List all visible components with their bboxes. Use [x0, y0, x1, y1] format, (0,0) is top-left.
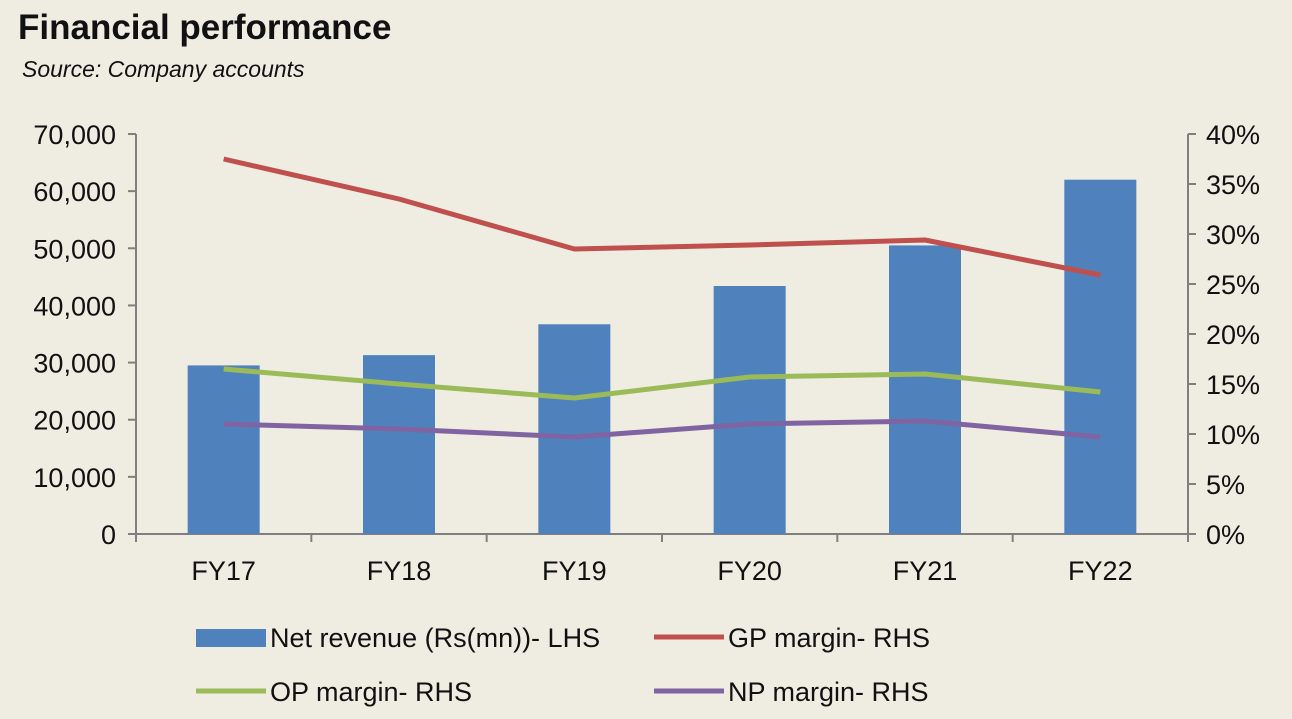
- right-axis-tick-label: 0%: [1206, 520, 1245, 550]
- left-axis-tick-label: 60,000: [33, 177, 116, 207]
- x-axis-tick-label: FY20: [717, 556, 782, 586]
- chart-subtitle: Source: Company accounts: [22, 56, 305, 82]
- chart-title: Financial performance: [18, 8, 392, 47]
- x-axis-tick-label: FY18: [367, 556, 432, 586]
- bar-net-revenue: [889, 245, 961, 534]
- bar-net-revenue: [538, 324, 611, 534]
- left-axis-tick-label: 50,000: [33, 234, 116, 264]
- x-axis-tick-label: FY19: [542, 556, 607, 586]
- bar-net-revenue: [713, 286, 786, 534]
- legend-swatch-bar: [196, 629, 266, 647]
- x-axis-tick-label: FY21: [893, 556, 958, 586]
- left-axis-tick-label: 40,000: [33, 291, 116, 321]
- legend-label: NP margin- RHS: [728, 677, 929, 707]
- legend-label: Net revenue (Rs(mn))- LHS: [270, 623, 600, 653]
- bar-net-revenue: [1064, 179, 1137, 534]
- right-axis-tick-label: 15%: [1206, 370, 1260, 400]
- left-axis-tick-label: 70,000: [33, 120, 116, 150]
- x-axis-tick-label: FY17: [191, 556, 256, 586]
- left-axis-tick-label: 20,000: [33, 406, 116, 436]
- right-axis-tick-label: 20%: [1206, 320, 1260, 350]
- left-axis-tick-label: 10,000: [33, 463, 116, 493]
- x-axis-tick-label: FY22: [1068, 556, 1133, 586]
- line-gp-margin-rhs: [223, 156, 1101, 278]
- right-axis-tick-label: 25%: [1206, 270, 1260, 300]
- left-axis-tick-label: 30,000: [33, 349, 116, 379]
- bar-net-revenue: [187, 365, 260, 534]
- legend-label: GP margin- RHS: [728, 623, 930, 653]
- legend-label: OP margin- RHS: [270, 677, 472, 707]
- right-axis-tick-label: 35%: [1206, 170, 1260, 200]
- left-axis-tick-label: 0: [101, 520, 116, 550]
- line-np-margin-rhs: [223, 418, 1101, 440]
- right-axis-tick-label: 5%: [1206, 470, 1245, 500]
- right-axis-tick-label: 30%: [1206, 220, 1260, 250]
- right-axis-tick-label: 10%: [1206, 420, 1260, 450]
- line-op-margin-rhs: [223, 366, 1101, 401]
- right-axis-tick-label: 40%: [1206, 120, 1260, 150]
